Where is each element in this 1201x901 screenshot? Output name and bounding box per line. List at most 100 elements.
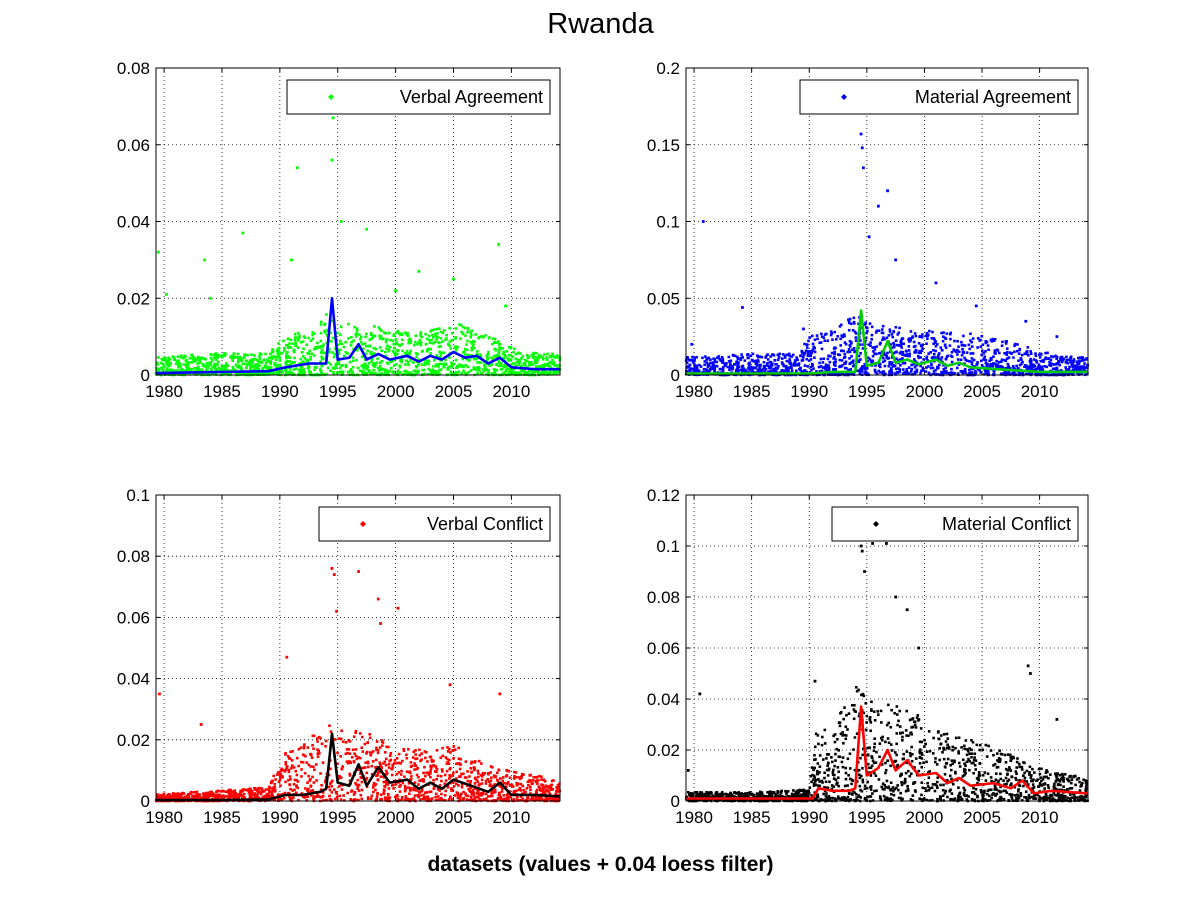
data-point	[363, 370, 366, 374]
data-point	[192, 791, 196, 794]
data-point	[197, 372, 200, 375]
data-point	[480, 334, 483, 338]
data-point	[371, 352, 374, 356]
data-point	[479, 361, 483, 365]
data-point	[1049, 364, 1053, 368]
data-point	[780, 369, 784, 372]
data-point	[807, 339, 810, 343]
data-point	[363, 362, 367, 366]
data-point	[450, 338, 454, 342]
data-point	[961, 369, 965, 373]
data-point	[1029, 350, 1032, 353]
data-point	[259, 792, 263, 796]
data-point	[513, 770, 516, 774]
data-point	[290, 764, 294, 767]
data-point	[463, 371, 467, 375]
data-point	[375, 797, 379, 801]
data-point	[391, 349, 395, 353]
data-point	[329, 363, 333, 366]
data-point	[459, 337, 462, 340]
data-point	[982, 351, 986, 355]
data-point	[504, 354, 507, 358]
data-point	[196, 362, 199, 365]
data-point	[218, 367, 222, 371]
data-point	[217, 366, 221, 370]
data-point	[258, 360, 262, 364]
data-point	[314, 345, 317, 349]
data-point	[332, 367, 336, 370]
data-point	[290, 759, 294, 762]
data-point	[312, 354, 316, 357]
data-point	[732, 363, 736, 366]
x-tick-label: 1985	[733, 382, 771, 401]
data-point	[244, 359, 248, 363]
data-point	[429, 769, 432, 773]
data-point	[974, 304, 978, 308]
data-point	[927, 352, 930, 355]
data-point	[538, 355, 541, 359]
data-point	[454, 337, 457, 340]
data-point	[161, 358, 164, 361]
data-point	[523, 370, 526, 374]
data-point	[531, 372, 534, 376]
data-point	[874, 331, 878, 334]
data-point	[408, 353, 411, 356]
data-point	[535, 788, 539, 792]
data-point	[783, 354, 787, 358]
data-point	[276, 348, 280, 351]
y-tick-label: 0.15	[647, 136, 680, 155]
data-point	[457, 370, 461, 374]
data-point	[875, 329, 879, 333]
data-point	[493, 370, 497, 373]
data-point	[529, 369, 533, 373]
data-point	[360, 735, 364, 739]
data-point	[349, 367, 353, 371]
data-point	[516, 371, 520, 375]
data-point	[967, 371, 971, 375]
data-point	[823, 339, 827, 343]
data-point	[239, 792, 242, 795]
data-point	[476, 790, 480, 794]
data-point	[420, 787, 424, 791]
data-point	[822, 357, 826, 361]
data-point	[285, 352, 288, 355]
data-point	[737, 361, 740, 364]
data-point	[386, 344, 389, 348]
data-point	[433, 371, 437, 374]
data-point	[1003, 358, 1006, 362]
data-point	[268, 365, 271, 369]
data-point	[351, 748, 355, 752]
data-point	[553, 355, 557, 359]
data-point	[517, 358, 520, 362]
data-point	[979, 371, 982, 374]
data-point	[493, 788, 497, 791]
y-tick-label: 0.04	[117, 213, 150, 232]
data-point	[227, 788, 231, 792]
data-point	[396, 761, 399, 765]
data-point	[215, 356, 219, 360]
data-point	[528, 363, 531, 367]
data-point	[913, 370, 917, 374]
data-point	[371, 750, 375, 753]
data-point	[900, 337, 904, 341]
data-point	[941, 339, 945, 343]
data-point	[286, 355, 290, 358]
data-point	[997, 360, 1001, 364]
data-point	[420, 752, 423, 755]
data-point	[328, 788, 332, 792]
data-point	[487, 780, 491, 784]
data-point	[188, 367, 191, 371]
data-point	[485, 373, 488, 376]
data-point	[432, 778, 435, 782]
data-point	[1046, 351, 1049, 355]
data-point	[942, 335, 945, 339]
data-point	[455, 777, 458, 780]
data-point	[529, 788, 532, 792]
data-point	[480, 778, 484, 782]
data-point	[348, 369, 352, 373]
data-point	[324, 798, 328, 802]
data-point	[408, 372, 411, 376]
data-point	[336, 331, 339, 335]
data-point	[251, 361, 254, 365]
data-point	[879, 341, 882, 345]
